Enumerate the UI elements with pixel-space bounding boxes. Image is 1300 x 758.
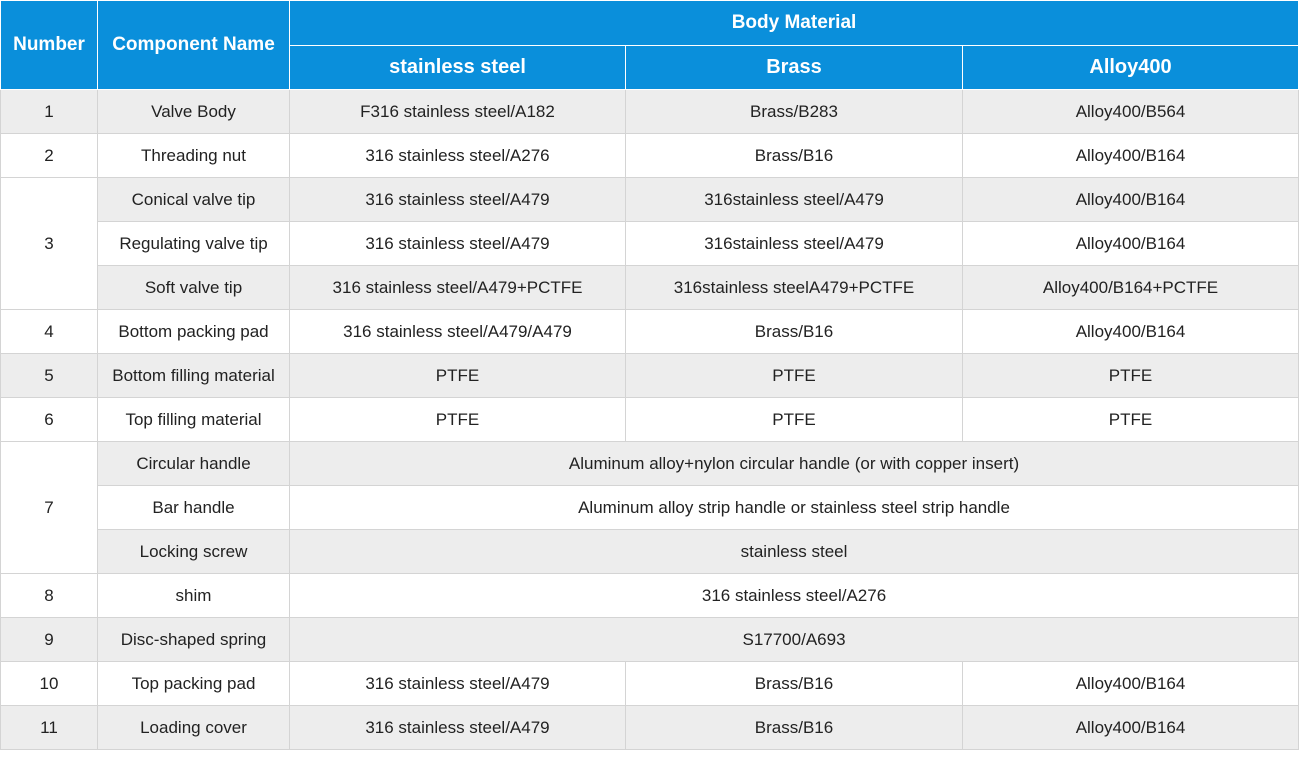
brass-cell: Brass/B16: [625, 705, 963, 750]
component-name: Bottom packing pad: [97, 309, 290, 354]
alloy400-cell: Alloy400/B164: [961, 661, 1300, 706]
row-number: 4: [0, 309, 98, 354]
row-number: 2: [0, 133, 98, 178]
all-materials-cell: 316 stainless steel/A276: [288, 573, 1300, 618]
component-name: shim: [97, 573, 290, 618]
component-name: Top filling material: [97, 397, 290, 442]
alloy400-cell: Alloy400/B164+PCTFE: [961, 265, 1300, 310]
table-row: 11 Loading cover 316 stainless steel/A47…: [0, 705, 1300, 750]
stainless-steel-cell: 316 stainless steel/A479: [289, 177, 626, 222]
row-number: 6: [0, 397, 98, 442]
row-number: 10: [0, 661, 98, 706]
component-name: Conical valve tip: [97, 177, 290, 222]
all-materials-cell: S17700/A693: [288, 617, 1300, 662]
stainless-steel-cell: F316 stainless steel/A182: [289, 89, 626, 134]
brass-cell: Brass/B16: [625, 309, 963, 354]
component-name: Circular handle: [97, 441, 290, 486]
stainless-steel-cell: 316 stainless steel/A479: [289, 221, 626, 266]
row-number: 3: [0, 177, 98, 310]
row-number: 9: [0, 617, 98, 662]
table-row: 6 Top filling material PTFE PTFE PTFE: [0, 397, 1300, 442]
header-number: Number: [0, 0, 98, 90]
table-row: 7 Circular handle Aluminum alloy+nylon c…: [0, 441, 1300, 574]
component-name: Bottom filling material: [97, 353, 290, 398]
table-row: 1 Valve Body F316 stainless steel/A182 B…: [0, 89, 1300, 134]
brass-cell: 316stainless steel/A479: [625, 177, 963, 222]
alloy400-cell: PTFE: [961, 397, 1300, 442]
brass-cell: 316stainless steel/A479: [625, 221, 963, 266]
brass-cell: Brass/B16: [625, 133, 963, 178]
header-alloy400: Alloy400: [961, 45, 1300, 90]
row-number: 8: [0, 573, 98, 618]
alloy400-cell: Alloy400/B164: [961, 133, 1300, 178]
component-name: Threading nut: [97, 133, 290, 178]
brass-cell: Brass/B16: [625, 661, 963, 706]
all-materials-cell: stainless steel: [288, 529, 1300, 574]
component-name: Disc-shaped spring: [97, 617, 290, 662]
table-row: 4 Bottom packing pad 316 stainless steel…: [0, 309, 1300, 354]
alloy400-cell: Alloy400/B164: [961, 309, 1300, 354]
stainless-steel-cell: 316 stainless steel/A479: [289, 661, 626, 706]
header-stainless-steel: stainless steel: [289, 45, 626, 90]
component-name: Valve Body: [97, 89, 290, 134]
table-row: 8 shim 316 stainless steel/A276: [0, 573, 1300, 618]
alloy400-cell: Alloy400/B164: [961, 221, 1300, 266]
all-materials-cell: Aluminum alloy+nylon circular handle (or…: [288, 441, 1300, 486]
row-number: 11: [0, 705, 98, 750]
alloy400-cell: PTFE: [961, 353, 1300, 398]
brass-cell: 316stainless steelA479+PCTFE: [625, 265, 963, 310]
table-row: 2 Threading nut 316 stainless steel/A276…: [0, 133, 1300, 178]
table-row: Soft valve tip 316 stainless steel/A479+…: [1, 265, 1300, 310]
component-name: Soft valve tip: [97, 265, 290, 310]
stainless-steel-cell: 316 stainless steel/A479: [289, 705, 626, 750]
table-row: 5 Bottom filling material PTFE PTFE PTFE: [0, 353, 1300, 398]
component-name: Locking screw: [97, 529, 290, 574]
component-name: Loading cover: [97, 705, 290, 750]
alloy400-cell: Alloy400/B164: [961, 177, 1300, 222]
row-number: 1: [0, 89, 98, 134]
all-materials-cell: Aluminum alloy strip handle or stainless…: [288, 485, 1300, 530]
table-row: Locking screw stainless steel: [1, 529, 1300, 574]
alloy400-cell: Alloy400/B564: [961, 89, 1300, 134]
table-row: 3 Conical valve tip 316 stainless steel/…: [0, 177, 1300, 310]
table-row: Bar handle Aluminum alloy strip handle o…: [1, 485, 1300, 530]
row-number: 7: [0, 441, 98, 574]
header-component-name: Component Name: [97, 0, 290, 90]
stainless-steel-cell: PTFE: [289, 353, 626, 398]
table-row: Regulating valve tip 316 stainless steel…: [1, 221, 1300, 266]
stainless-steel-cell: 316 stainless steel/A276: [289, 133, 626, 178]
component-name: Top packing pad: [97, 661, 290, 706]
component-name: Bar handle: [97, 485, 290, 530]
brass-cell: Brass/B283: [625, 89, 963, 134]
brass-cell: PTFE: [625, 353, 963, 398]
component-name: Regulating valve tip: [97, 221, 290, 266]
header-brass: Brass: [625, 45, 963, 90]
brass-cell: PTFE: [625, 397, 963, 442]
stainless-steel-cell: 316 stainless steel/A479+PCTFE: [289, 265, 626, 310]
table-row: 9 Disc-shaped spring S17700/A693: [0, 617, 1300, 662]
stainless-steel-cell: PTFE: [289, 397, 626, 442]
alloy400-cell: Alloy400/B164: [961, 705, 1300, 750]
row-number: 5: [0, 353, 98, 398]
table-row: 10 Top packing pad 316 stainless steel/A…: [0, 661, 1300, 706]
header-body-material: Body Material: [288, 0, 1300, 46]
stainless-steel-cell: 316 stainless steel/A479/A479: [289, 309, 626, 354]
